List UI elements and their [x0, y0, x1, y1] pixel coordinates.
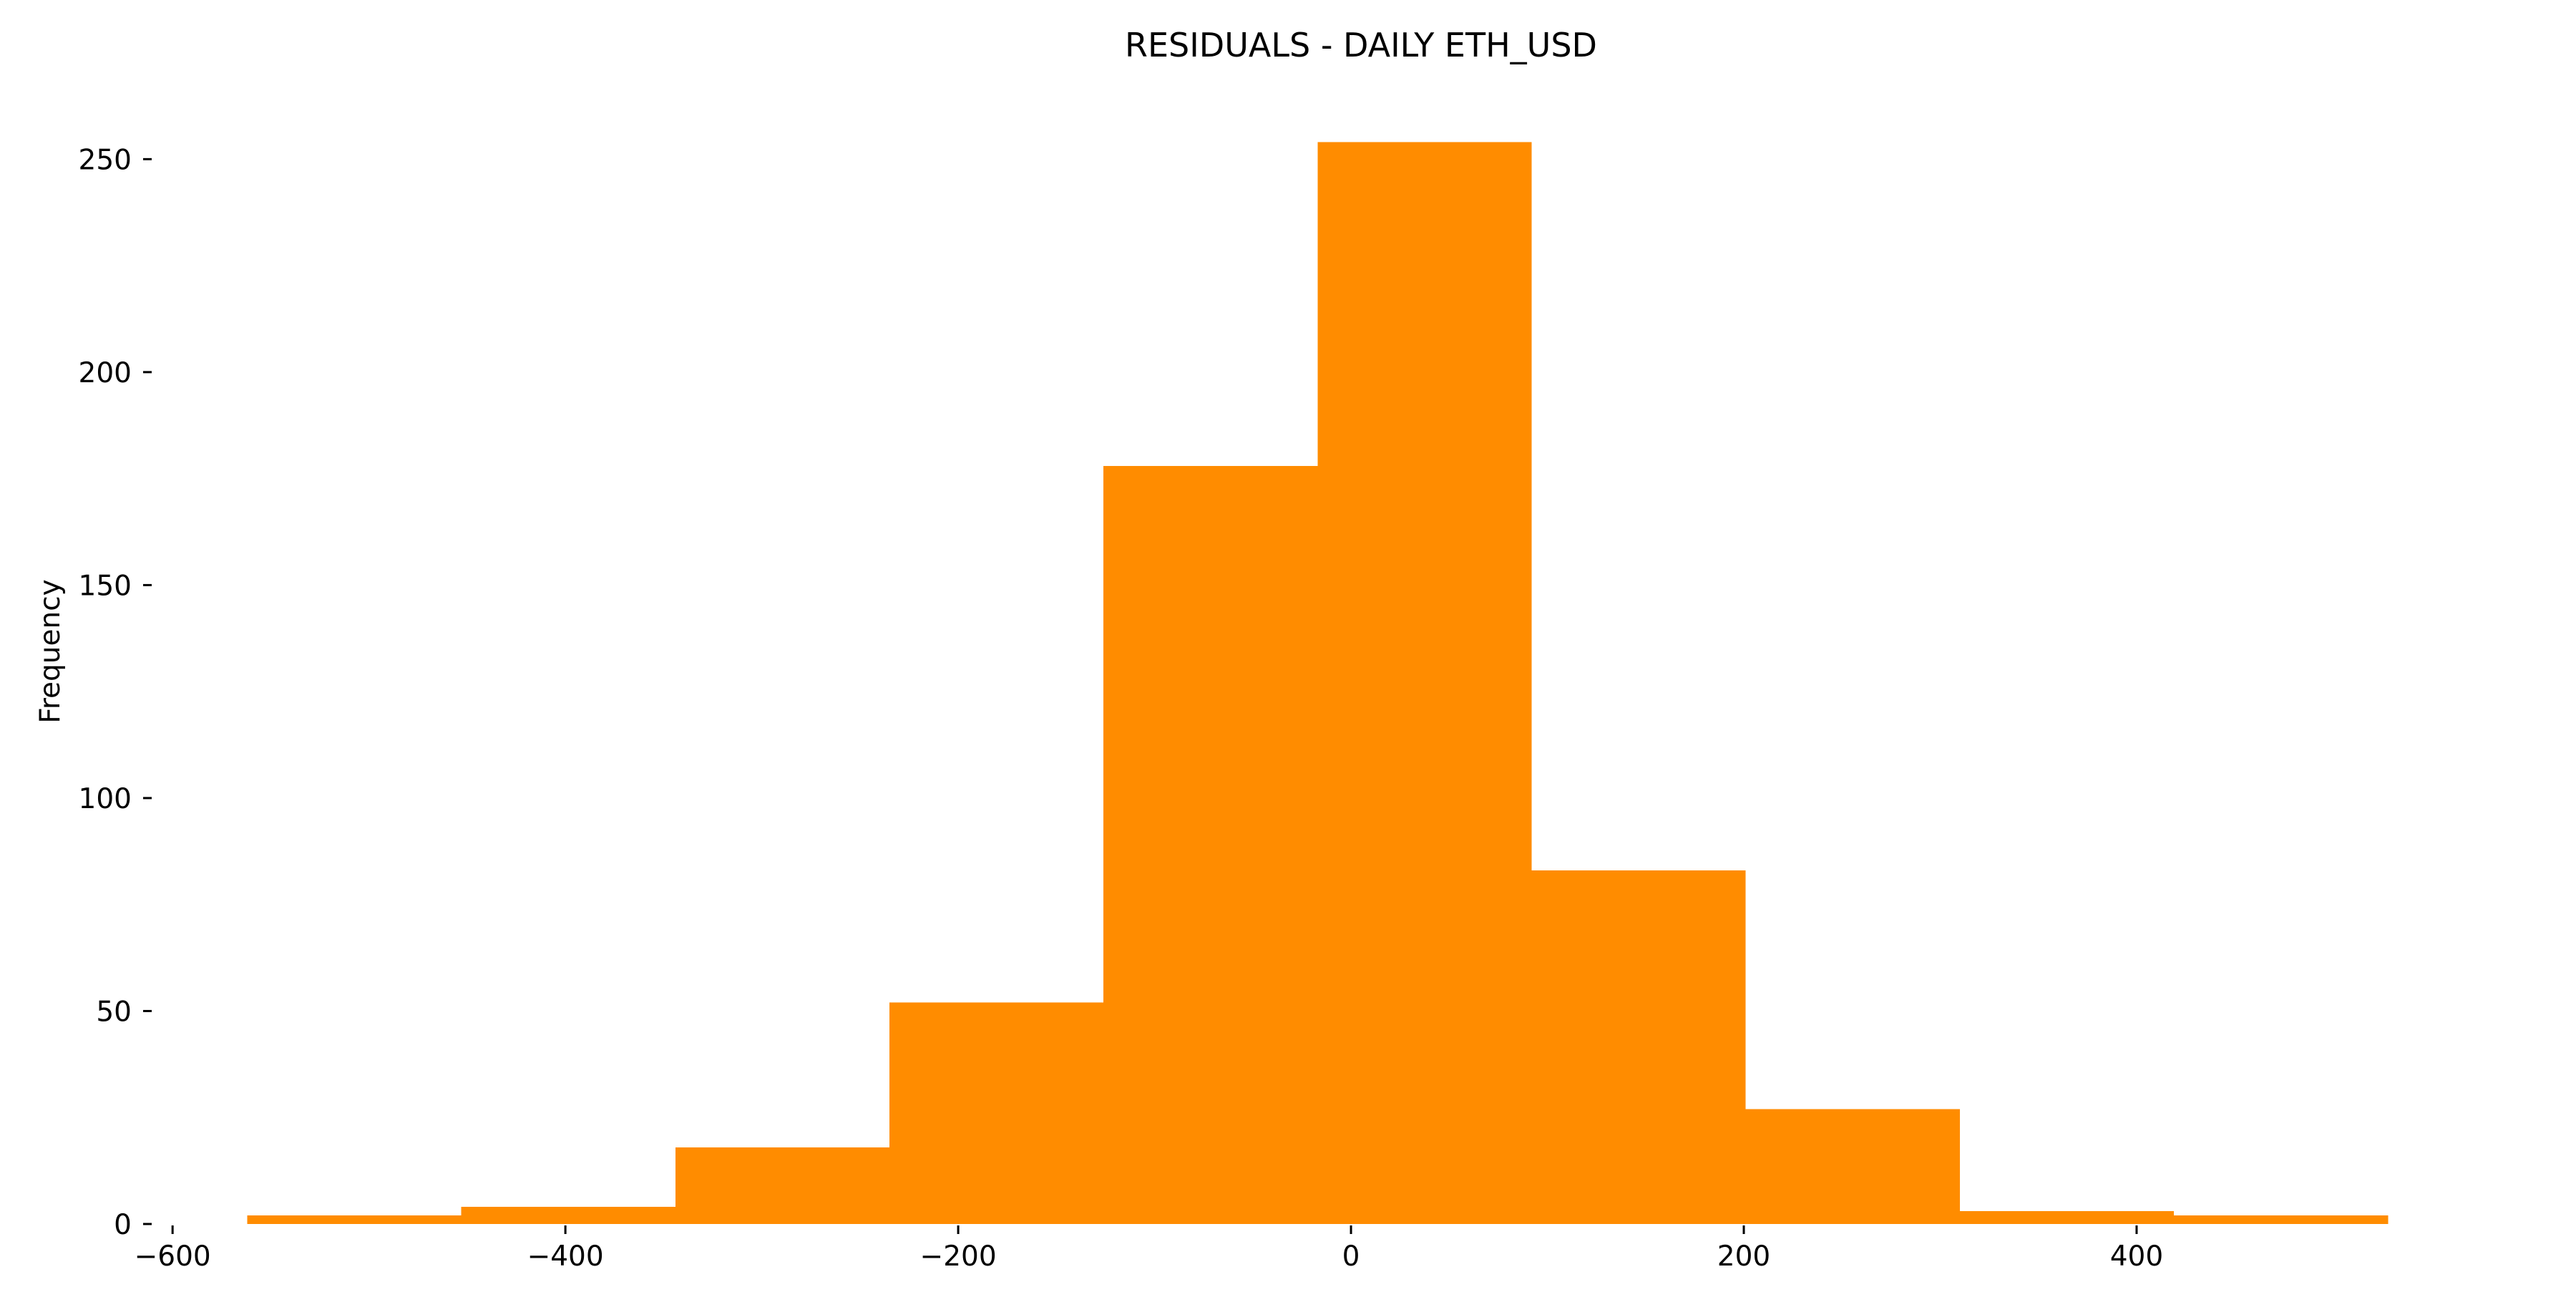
- y-tick-label: 250: [79, 144, 132, 176]
- histogram-bar-4: [889, 1002, 1104, 1224]
- y-tick-label: 200: [79, 357, 132, 389]
- y-tick-label: 150: [79, 570, 132, 602]
- x-tick-label: 0: [1342, 1240, 1360, 1273]
- histogram-bar-3: [675, 1147, 890, 1224]
- histogram-bar-10: [2174, 1215, 2389, 1224]
- y-tick-label: 50: [96, 996, 132, 1028]
- histogram-bar-8: [1745, 1109, 1960, 1224]
- histogram-bar-9: [1959, 1211, 2175, 1224]
- x-tick-label: −200: [920, 1240, 997, 1273]
- histogram-bar-6: [1317, 142, 1532, 1224]
- x-axis: −600 −400 −200 0 200 400: [135, 1225, 2163, 1273]
- y-axis-label: Frequency: [34, 579, 67, 723]
- x-tick-label: −600: [135, 1240, 211, 1273]
- histogram-bars: [247, 142, 2389, 1224]
- x-tick-label: 400: [2110, 1240, 2163, 1273]
- y-tick-label: 0: [114, 1209, 132, 1241]
- y-tick-label: 100: [79, 783, 132, 815]
- chart-title: RESIDUALS - DAILY ETH_USD: [1125, 26, 1597, 64]
- histogram-bar-2: [461, 1207, 675, 1224]
- x-tick-label: −400: [527, 1240, 604, 1273]
- histogram-bar-5: [1103, 465, 1318, 1224]
- histogram-bar-1: [247, 1215, 462, 1224]
- x-tick-label: 200: [1717, 1240, 1770, 1273]
- histogram-bar-7: [1531, 870, 1746, 1224]
- y-axis: 0 50 100 150 200 250: [79, 144, 152, 1241]
